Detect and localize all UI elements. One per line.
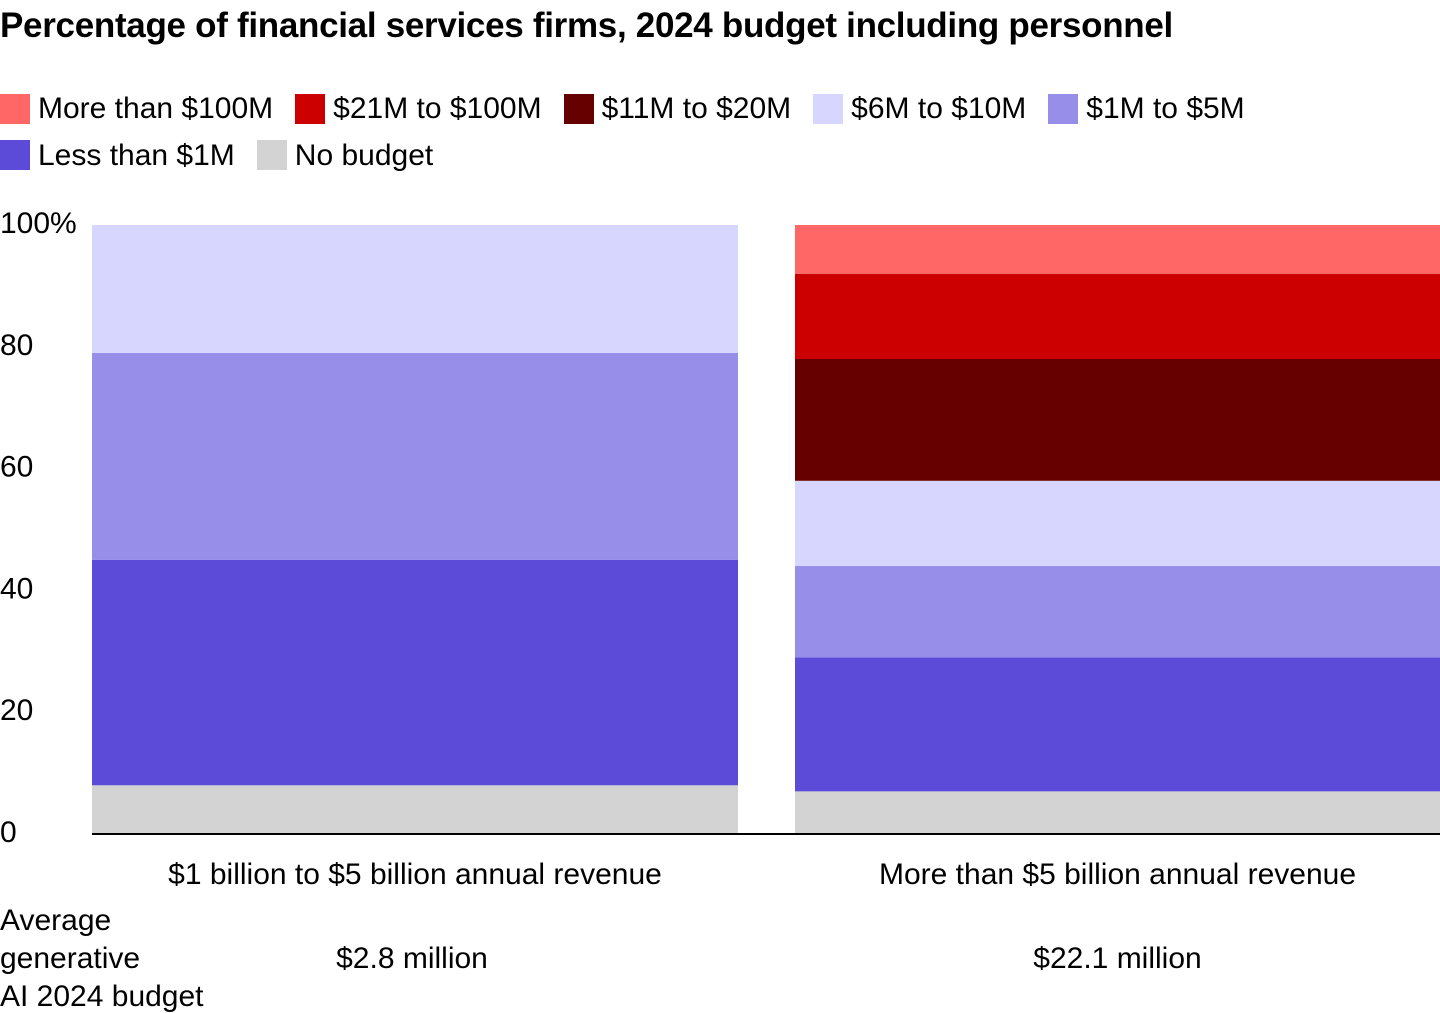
- legend-swatch: [813, 93, 844, 124]
- average-budget-label: AI 2024 budget: [0, 980, 204, 1013]
- bar-segment: [795, 225, 1440, 274]
- legend-swatch: [1048, 93, 1079, 124]
- average-budget-label: Average: [0, 904, 111, 937]
- legend-label: $21M to $100M: [333, 92, 542, 125]
- y-tick-label: 40: [0, 572, 33, 605]
- bar-segment: [92, 225, 738, 353]
- y-tick-label: 0: [0, 816, 17, 849]
- average-budget-value: $2.8 million: [336, 942, 488, 975]
- bar-segment: [795, 480, 1440, 567]
- y-tick-label: 80: [0, 329, 33, 362]
- legend-swatch: [0, 140, 30, 170]
- legend-item: No budget: [256, 135, 434, 176]
- legend-label: More than $100M: [38, 92, 274, 125]
- bar-segment: [92, 785, 738, 834]
- bar-segment: [795, 791, 1440, 834]
- bar-segment: [92, 352, 738, 560]
- y-tick-label: 20: [0, 694, 33, 727]
- legend-swatch: [295, 93, 326, 124]
- bar-segment: [795, 273, 1440, 359]
- bar-segment: [92, 559, 738, 786]
- legend-item: $6M to $10M: [813, 88, 1026, 129]
- legend-swatch: [0, 93, 30, 124]
- legend-label: $6M to $10M: [851, 92, 1027, 125]
- chart-title: Percentage of financial services firms, …: [0, 6, 1173, 45]
- category-label: $1 billion to $5 billion annual revenue: [168, 858, 662, 891]
- category-label: More than $5 billion annual revenue: [879, 858, 1356, 891]
- legend-item: $21M to $100M: [295, 88, 542, 129]
- bar-segment: [795, 657, 1440, 792]
- bar-segment: [795, 358, 1440, 481]
- legend-item: $1M to $5M: [1048, 88, 1245, 129]
- legend-item: More than $100M: [0, 88, 273, 129]
- legend-label: No budget: [294, 138, 434, 172]
- legend-swatch: [563, 93, 594, 124]
- legend-swatch: [256, 140, 287, 170]
- average-budget-label: generative: [0, 942, 140, 975]
- legend-label: $1M to $5M: [1086, 92, 1245, 125]
- legend-label: $11M to $20M: [601, 92, 792, 125]
- legend-label: Less than $1M: [38, 138, 235, 172]
- y-tick-label: 60: [0, 451, 33, 484]
- legend: More than $100M $21M to $100M $11M to $20M…: [0, 88, 1400, 181]
- average-budget-value: $22.1 million: [1033, 942, 1201, 975]
- legend-item: $11M to $20M: [563, 88, 792, 129]
- bar-segment: [795, 566, 1440, 658]
- y-tick-label: 100%: [0, 207, 77, 240]
- legend-item: Less than $1M: [0, 135, 235, 176]
